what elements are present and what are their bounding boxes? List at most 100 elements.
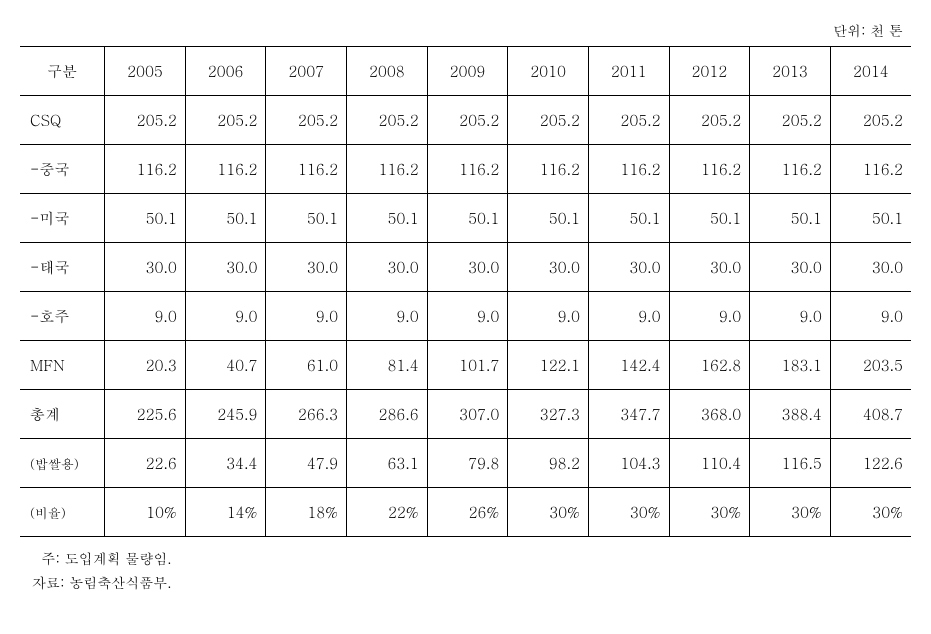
column-header: 2010 <box>508 47 589 96</box>
column-header: 2009 <box>427 47 508 96</box>
header-row: 구분20052006200720082009201020112012201320… <box>20 47 911 96</box>
data-cell: 22% <box>347 488 428 537</box>
data-cell: 30.0 <box>427 243 508 292</box>
data-cell: 104.3 <box>588 439 669 488</box>
data-cell: 110.4 <box>669 439 750 488</box>
data-cell: 116.2 <box>105 145 186 194</box>
data-cell: 183.1 <box>750 341 831 390</box>
data-cell: 205.2 <box>347 96 428 145</box>
data-cell: 116.2 <box>266 145 347 194</box>
data-cell: 9.0 <box>588 292 669 341</box>
data-cell: 81.4 <box>347 341 428 390</box>
data-cell: 266.3 <box>266 390 347 439</box>
data-cell: 116.2 <box>347 145 428 194</box>
data-cell: 205.2 <box>266 96 347 145</box>
note-label: 주: <box>41 548 60 568</box>
data-cell: 20.3 <box>105 341 186 390</box>
data-cell: 30% <box>669 488 750 537</box>
data-cell: 30.0 <box>588 243 669 292</box>
data-cell: 30% <box>588 488 669 537</box>
data-cell: 10% <box>105 488 186 537</box>
row-label: -중국 <box>20 145 105 194</box>
column-header: 2012 <box>669 47 750 96</box>
data-cell: 9.0 <box>185 292 266 341</box>
data-cell: 30.0 <box>750 243 831 292</box>
data-cell: 30.0 <box>185 243 266 292</box>
data-cell: 50.1 <box>105 194 186 243</box>
data-cell: 30.0 <box>830 243 911 292</box>
data-cell: 225.6 <box>105 390 186 439</box>
table-row: (밥쌀용)22.634.447.963.179.898.2104.3110.4 1… <box>20 439 911 488</box>
table-row: -호주9.09.09.09.09.09.09.09.09.09.0 <box>20 292 911 341</box>
table-row: -미국50.150.150.150.150.150.150.150.150.15… <box>20 194 911 243</box>
data-cell: 205.2 <box>588 96 669 145</box>
data-cell: 50.1 <box>347 194 428 243</box>
data-cell: 162.8 <box>669 341 750 390</box>
data-cell: 327.3 <box>508 390 589 439</box>
note-text: 농림축산식품부. <box>69 572 171 592</box>
data-cell: 9.0 <box>750 292 831 341</box>
column-header: 2007 <box>266 47 347 96</box>
data-cell: 347.7 <box>588 390 669 439</box>
data-cell: 26% <box>427 488 508 537</box>
data-cell: 388.4 <box>750 390 831 439</box>
data-cell: 9.0 <box>347 292 428 341</box>
column-header: 2013 <box>750 47 831 96</box>
data-cell: 47.9 <box>266 439 347 488</box>
row-label: (밥쌀용) <box>20 439 105 488</box>
data-cell: 205.2 <box>750 96 831 145</box>
table-row: -태국30.030.030.030.030.030.030.030.030.03… <box>20 243 911 292</box>
data-cell: 9.0 <box>830 292 911 341</box>
data-cell: 9.0 <box>669 292 750 341</box>
data-cell: 101.7 <box>427 341 508 390</box>
data-cell: 122.1 <box>508 341 589 390</box>
data-cell: 116.2 <box>750 145 831 194</box>
data-cell: 9.0 <box>427 292 508 341</box>
data-cell: 9.0 <box>508 292 589 341</box>
row-label: CSQ <box>20 96 105 145</box>
row-label: -미국 <box>20 194 105 243</box>
data-cell: 368.0 <box>669 390 750 439</box>
data-cell: 34.4 <box>185 439 266 488</box>
table-row: MFN20.340.761.081.4101.7122.1142.4162.81… <box>20 341 911 390</box>
data-cell: 63.1 <box>347 439 428 488</box>
row-label: -호주 <box>20 292 105 341</box>
note-line: 자료: 농림축산식품부. <box>32 571 911 595</box>
data-cell: 50.1 <box>588 194 669 243</box>
data-cell: 50.1 <box>266 194 347 243</box>
data-cell: 245.9 <box>185 390 266 439</box>
data-cell: 122.6 <box>830 439 911 488</box>
note-label: 자료: <box>32 572 65 592</box>
note-text: 도입계획 물량임. <box>65 548 172 568</box>
row-label: 총계 <box>20 390 105 439</box>
data-cell: 116.2 <box>669 145 750 194</box>
data-cell: 116.2 <box>830 145 911 194</box>
data-cell: 30.0 <box>105 243 186 292</box>
data-cell: 61.0 <box>266 341 347 390</box>
data-cell: 116.2 <box>427 145 508 194</box>
data-cell: 14% <box>185 488 266 537</box>
data-cell: 50.1 <box>185 194 266 243</box>
table-row: CSQ205.2205.2205.2205.2205.2205.2205.220… <box>20 96 911 145</box>
data-cell: 142.4 <box>588 341 669 390</box>
data-cell: 116.2 <box>185 145 266 194</box>
data-cell: 50.1 <box>830 194 911 243</box>
data-cell: 30% <box>750 488 831 537</box>
data-cell: 205.2 <box>427 96 508 145</box>
column-header: 2011 <box>588 47 669 96</box>
data-cell: 9.0 <box>105 292 186 341</box>
data-cell: 79.8 <box>427 439 508 488</box>
data-cell: 205.2 <box>830 96 911 145</box>
footnotes: 주: 도입계획 물량임. 자료: 농림축산식품부. <box>20 547 911 595</box>
unit-label: 단위: 천 톤 <box>20 20 911 40</box>
data-cell: 30% <box>830 488 911 537</box>
data-cell: 307.0 <box>427 390 508 439</box>
note-line: 주: 도입계획 물량임. <box>32 547 911 571</box>
column-header: 2006 <box>185 47 266 96</box>
data-cell: 205.2 <box>508 96 589 145</box>
table-row: -중국116.2116.2116.2116.2116.2116.2116.211… <box>20 145 911 194</box>
data-cell: 22.6 <box>105 439 186 488</box>
data-cell: 205.2 <box>669 96 750 145</box>
data-cell: 98.2 <box>508 439 589 488</box>
column-header: 2008 <box>347 47 428 96</box>
